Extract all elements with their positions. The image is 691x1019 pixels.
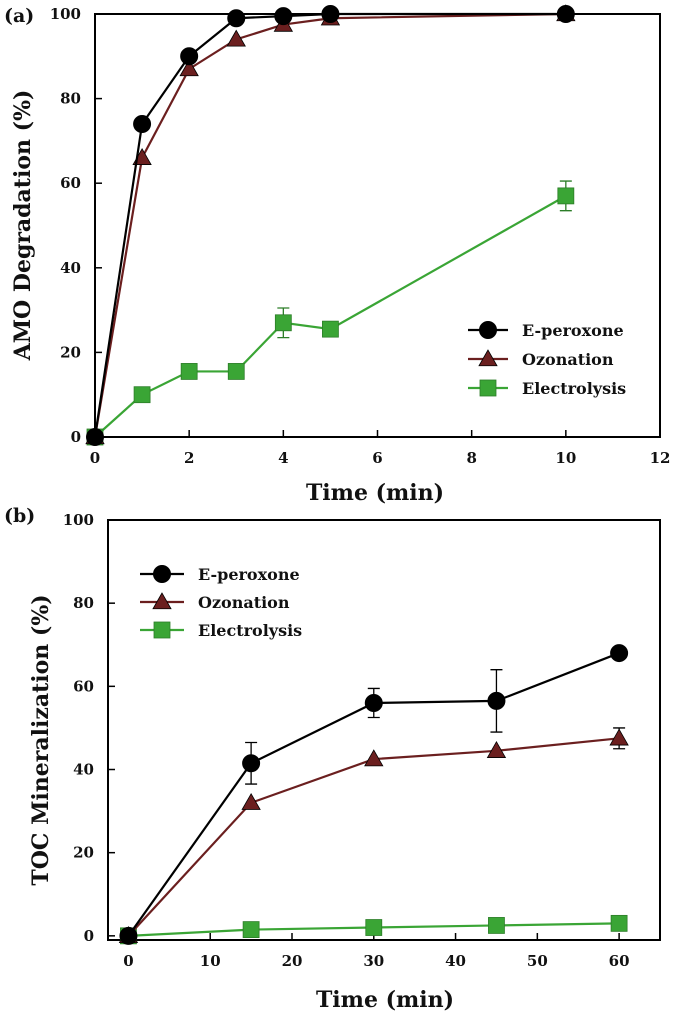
panel-a-legend-marker-electrolysis: [479, 379, 497, 397]
panel-a-xtick-label: 0: [90, 449, 100, 467]
panel-b-legend-marker-e-peroxone: [153, 565, 171, 583]
panel-b-legend-label-e-peroxone: E-peroxone: [198, 565, 300, 584]
panel-b-ytick-label: 80: [73, 594, 94, 612]
panel-b-point-electrolysis: [610, 914, 628, 932]
panel-b-xtick-label: 0: [123, 952, 133, 970]
panel-b-point-e-peroxone: [610, 644, 629, 663]
panel-b-point-electrolysis: [488, 917, 505, 934]
panel-a-xlabel: Time (min): [306, 480, 444, 506]
panel-a-point-electrolysis: [557, 187, 575, 205]
panel-b-ytick-label: 40: [73, 761, 94, 779]
panel-b-point-electrolysis: [365, 919, 383, 936]
panel-b-xlabel: Time (min): [316, 987, 454, 1013]
panel-a-xtick-label: 8: [466, 449, 476, 467]
panel-b-ytick-label: 60: [73, 677, 94, 695]
panel-b-point-ozonation: [486, 740, 507, 758]
panel-a-plot-area: 0 2 4 6 8 10 12 0 20 40 60 80 100: [50, 4, 671, 467]
chart-panel-a: (a) AMO Degradation (%) Time (min) 0 2 4 6 8…: [4, 4, 671, 506]
panel-b-legend-label-ozonation: Ozonation: [198, 593, 290, 612]
panel-b-xtick-label: 50: [527, 952, 548, 970]
panel-a-point-e-peroxone: [180, 47, 199, 66]
panel-b-ylabel: TOC Mineralization (%): [28, 594, 54, 885]
panel-a-point-electrolysis: [227, 363, 245, 380]
panel-a-point-e-peroxone: [274, 7, 293, 26]
panel-a-point-ozonation: [179, 59, 199, 77]
panel-a-series-line-electrolysis: [94, 194, 567, 438]
panel-a-point-e-peroxone: [133, 114, 152, 133]
panel-b-point-e-peroxone: [487, 691, 506, 710]
panel-a-series-line-ozonation: [93, 12, 566, 438]
panel-b-point-electrolysis: [242, 921, 260, 939]
panel-b-legend: E-peroxone Ozonation Electrolysis: [140, 565, 302, 640]
panel-a-ytick-label: 60: [60, 174, 81, 192]
panel-b-point-e-peroxone: [119, 926, 138, 945]
panel-a-ylabel: AMO Degradation (%): [10, 90, 36, 362]
panel-b-series-line-ozonation: [127, 737, 620, 937]
panel-b-point-e-peroxone: [242, 754, 261, 773]
panel-b-xtick-label: 30: [363, 952, 384, 970]
panel-a-ytick-label: 40: [60, 259, 81, 277]
panel-a-legend-marker-ozonation: [478, 349, 498, 367]
panel-b-legend-label-electrolysis: Electrolysis: [198, 621, 302, 640]
panel-a-frame: [94, 13, 661, 438]
panel-a-point-ozonation: [226, 29, 246, 47]
panel-a-legend-label-ozonation: Ozonation: [522, 350, 614, 369]
panel-b-point-ozonation: [364, 749, 384, 767]
panel-a-ytick-label: 20: [60, 343, 81, 361]
panel-b-legend-marker-ozonation: [152, 592, 172, 610]
panel-b-ytick-label: 20: [73, 844, 94, 862]
panel-a-xtick-label: 10: [555, 449, 576, 467]
panel-b-frame: [107, 519, 661, 941]
panel-a-point-electrolysis: [274, 314, 292, 332]
panel-a-point-e-peroxone: [86, 428, 104, 446]
panel-a-point-e-peroxone: [321, 5, 340, 23]
panel-b-xtick-label: 40: [445, 952, 466, 970]
panel-a-series-line-e-peroxone: [93, 12, 566, 438]
panel-b-ytick-label: 100: [63, 511, 94, 529]
panel-b-ytick-label: 0: [84, 927, 94, 945]
panel-b-label: (b): [4, 505, 35, 527]
panel-a-legend: E-peroxone Ozonation Electrolysis: [468, 321, 626, 398]
panel-b-xtick-label: 60: [609, 952, 630, 970]
panel-b-point-ozonation: [609, 728, 629, 746]
panel-a-legend-label-e-peroxone: E-peroxone: [522, 321, 624, 340]
panel-b-plot-area: 0 10 20 30 40 50 60 0 20 40 60 80 100: [63, 511, 661, 970]
panel-a-xtick-label: 12: [650, 449, 671, 467]
panel-b-xtick-label: 10: [200, 952, 221, 970]
panel-a-point-electrolysis: [322, 320, 339, 338]
panel-a-xtick-label: 6: [372, 449, 382, 467]
panel-b-legend-marker-electrolysis: [153, 621, 171, 639]
panel-a-ytick-label: 100: [50, 5, 81, 23]
panel-a-label: (a): [4, 5, 34, 27]
panel-a-point-e-peroxone: [227, 9, 246, 28]
panel-a-legend-marker-e-peroxone: [479, 321, 497, 339]
chart-panel-b: (b) TOC Mineralization (%) Time (min) 0 1…: [4, 505, 661, 1013]
panel-a-legend-label-electrolysis: Electrolysis: [522, 379, 626, 398]
panel-a-point-electrolysis: [133, 386, 151, 404]
panel-b-point-ozonation: [241, 792, 261, 810]
panel-a-ytick-label: 80: [60, 90, 81, 108]
panel-b-point-e-peroxone: [364, 693, 383, 712]
panel-a-xtick-label: 2: [184, 449, 194, 467]
panel-a-ytick-label: 0: [71, 428, 81, 446]
panel-a-point-electrolysis: [180, 363, 198, 380]
panel-a-xtick-label: 4: [278, 449, 288, 467]
panel-b-xtick-label: 20: [282, 952, 303, 970]
panel-a-point-e-peroxone: [556, 5, 575, 23]
